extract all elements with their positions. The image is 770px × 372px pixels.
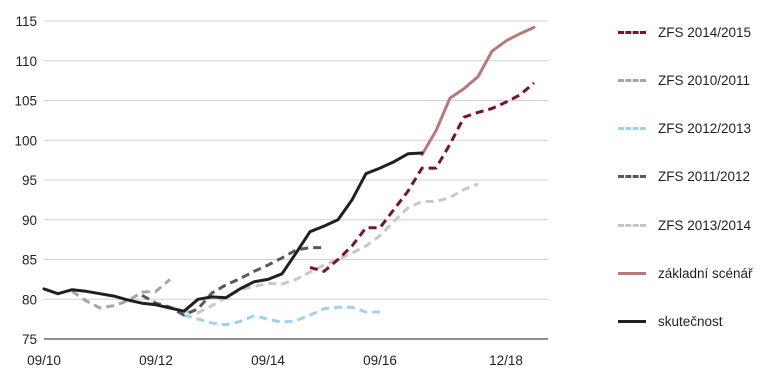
- series-lines: [42, 25, 536, 327]
- x-tick-label: 09/14: [251, 353, 285, 368]
- x-tick-label: 09/12: [139, 353, 173, 368]
- y-tick-label: 95: [22, 173, 37, 188]
- legend-swatch: [618, 127, 646, 131]
- series-line-zfs-2013-2014: [183, 182, 479, 315]
- legend-label: ZFS 2012/2013: [658, 121, 752, 137]
- y-tick-label: 100: [14, 133, 37, 148]
- y-tick-label: 115: [15, 14, 37, 29]
- legend-swatch: [618, 320, 646, 324]
- legend-label: ZFS 2011/2012: [658, 169, 751, 185]
- legend-item: skutečnost: [618, 312, 723, 332]
- series-line-z-kladn-sc-n-: [420, 25, 536, 157]
- y-tick-label: 105: [14, 94, 37, 109]
- legend-item: ZFS 2013/2014: [618, 215, 751, 235]
- legend-swatch: [618, 175, 646, 179]
- legend-item: základní scénář: [618, 264, 753, 284]
- legend-item: ZFS 2012/2013: [618, 119, 751, 139]
- series-line-zfs-2010-2011: [71, 278, 171, 310]
- gridlines: [44, 20, 548, 340]
- y-tick-label: 85: [22, 253, 37, 268]
- legend-swatch: [618, 223, 646, 227]
- legend-swatch: [618, 272, 646, 275]
- legend-label: skutečnost: [658, 314, 723, 330]
- series-line-zfs-2014-2015: [309, 81, 535, 273]
- y-tick-label: 75: [22, 332, 37, 347]
- series-line-zfs-2012-2013: [183, 305, 380, 327]
- legend-item: ZFS 2010/2011: [618, 70, 750, 90]
- series-line-skute-nost: [42, 151, 424, 313]
- y-tick-label: 110: [15, 54, 37, 69]
- y-tick-label: 90: [22, 213, 37, 228]
- legend-swatch: [618, 30, 646, 34]
- legend-label: ZFS 2014/2015: [658, 24, 752, 40]
- legend-item: ZFS 2014/2015: [618, 22, 751, 42]
- legend-label: základní scénář: [658, 266, 753, 281]
- y-tick-label: 80: [22, 292, 37, 307]
- x-axis-tick-labels: 09/10 09/12 09/14 09/16 12/18: [27, 353, 523, 368]
- legend-swatch: [618, 78, 646, 82]
- x-tick-label: 12/18: [489, 353, 523, 368]
- legend-label: ZFS 2013/2014: [658, 217, 752, 233]
- legend-label: ZFS 2010/2011: [658, 72, 751, 88]
- legend-item: ZFS 2011/2012: [618, 167, 750, 187]
- y-axis-tick-labels: 75 80 85 90 95 100 105 110 115: [14, 14, 37, 347]
- x-tick-label: 09/16: [363, 353, 397, 368]
- x-tick-label: 09/10: [27, 353, 61, 368]
